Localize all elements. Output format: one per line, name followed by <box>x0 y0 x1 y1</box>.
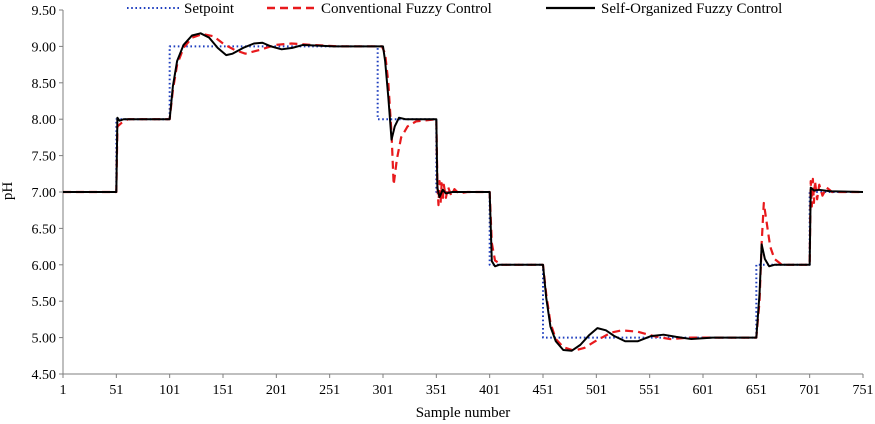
x-tick-label: 601 <box>693 383 714 398</box>
y-tick-label: 6.00 <box>32 259 57 274</box>
x-tick-label: 251 <box>319 383 340 398</box>
y-tick-label: 7.50 <box>32 150 57 165</box>
y-tick-label: 5.50 <box>32 295 57 310</box>
x-tick-label: 301 <box>373 383 394 398</box>
x-tick-label: 501 <box>586 383 607 398</box>
x-tick-label: 701 <box>799 383 820 398</box>
y-tick-label: 9.50 <box>32 4 57 19</box>
legend-item-self-organized: Self-Organized Fuzzy Control <box>546 1 782 17</box>
legend-item-setpoint: Setpoint <box>127 1 235 17</box>
x-tick-label: 451 <box>533 383 554 398</box>
legend-label-self-organized: Self-Organized Fuzzy Control <box>601 1 782 17</box>
y-tick-label: 4.50 <box>32 368 57 383</box>
x-tick-label: 1 <box>60 383 67 398</box>
x-tick-label: 401 <box>479 383 500 398</box>
tick-layer: 4.50 5.00 5.50 6.00 6.50 7.00 7.50 8.00 8.50 9.00… <box>32 4 874 398</box>
y-tick-label: 7.00 <box>32 186 57 201</box>
legend-item-conventional: Conventional Fuzzy Control <box>267 1 492 17</box>
x-tick-label: 51 <box>109 383 123 398</box>
x-tick-label: 651 <box>746 383 767 398</box>
y-tick-label: 8.00 <box>32 113 57 128</box>
y-tick-label: 5.00 <box>32 332 57 347</box>
y-tick-label: 8.50 <box>32 77 57 92</box>
y-tick-label: 6.50 <box>32 222 57 237</box>
x-tick-label: 351 <box>426 383 447 398</box>
legend-label-setpoint: Setpoint <box>184 1 235 17</box>
x-tick-label: 151 <box>213 383 234 398</box>
series-layer <box>63 32 864 352</box>
x-tick-label: 751 <box>853 383 874 398</box>
y-tick-label: 9.00 <box>32 40 57 55</box>
x-tick-label: 201 <box>266 383 287 398</box>
x-tick-label: 101 <box>159 383 180 398</box>
legend-label-conventional: Conventional Fuzzy Control <box>321 1 492 17</box>
series-line-conventional-fuzzy-control <box>63 32 863 352</box>
x-tick-label: 551 <box>639 383 660 398</box>
legend: Setpoint Conventional Fuzzy Control Self… <box>127 1 782 17</box>
x-axis-title: Sample number <box>416 405 511 421</box>
series-line-self-organized-fuzzy-control <box>63 32 864 352</box>
y-axis-title: pH <box>0 182 16 201</box>
